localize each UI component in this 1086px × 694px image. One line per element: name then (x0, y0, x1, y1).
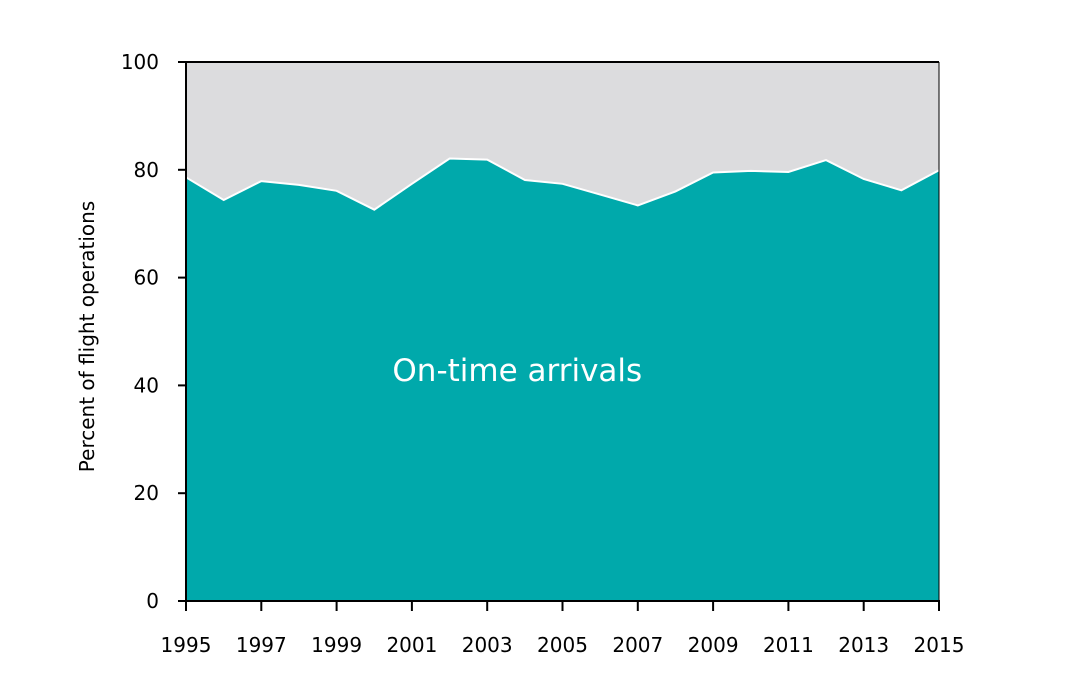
series-label: On-time arrivals (392, 353, 642, 389)
x-tick-label: 2007 (612, 633, 663, 657)
x-tick-label: 1995 (161, 633, 212, 657)
x-tick-label: 1999 (311, 633, 362, 657)
x-tick-label: 2013 (838, 633, 889, 657)
x-tick-label: 1997 (236, 633, 287, 657)
x-tick-label: 2001 (386, 633, 437, 657)
y-tick-label: 0 (146, 589, 159, 613)
x-tick-label: 2011 (763, 633, 814, 657)
y-tick-label: 20 (134, 481, 159, 505)
x-axis-ticks: 1995 1997 1999 2001 2003 2005 2007 2009 2011 2013… (161, 601, 965, 657)
y-tick-label: 100 (121, 50, 159, 74)
y-tick-label: 60 (134, 266, 159, 290)
y-tick-label: 40 (134, 373, 159, 397)
y-axis-ticks: 0 20 40 60 80 100 (121, 50, 186, 613)
y-tick-label: 80 (134, 158, 159, 182)
y-axis-title: Percent of flight operations (75, 201, 99, 472)
x-tick-label: 2015 (914, 633, 965, 657)
on-time-area (186, 158, 939, 601)
on-time-line (185, 157, 940, 211)
x-tick-label: 2009 (688, 633, 739, 657)
x-tick-label: 2005 (537, 633, 588, 657)
x-tick-label: 2003 (462, 633, 513, 657)
